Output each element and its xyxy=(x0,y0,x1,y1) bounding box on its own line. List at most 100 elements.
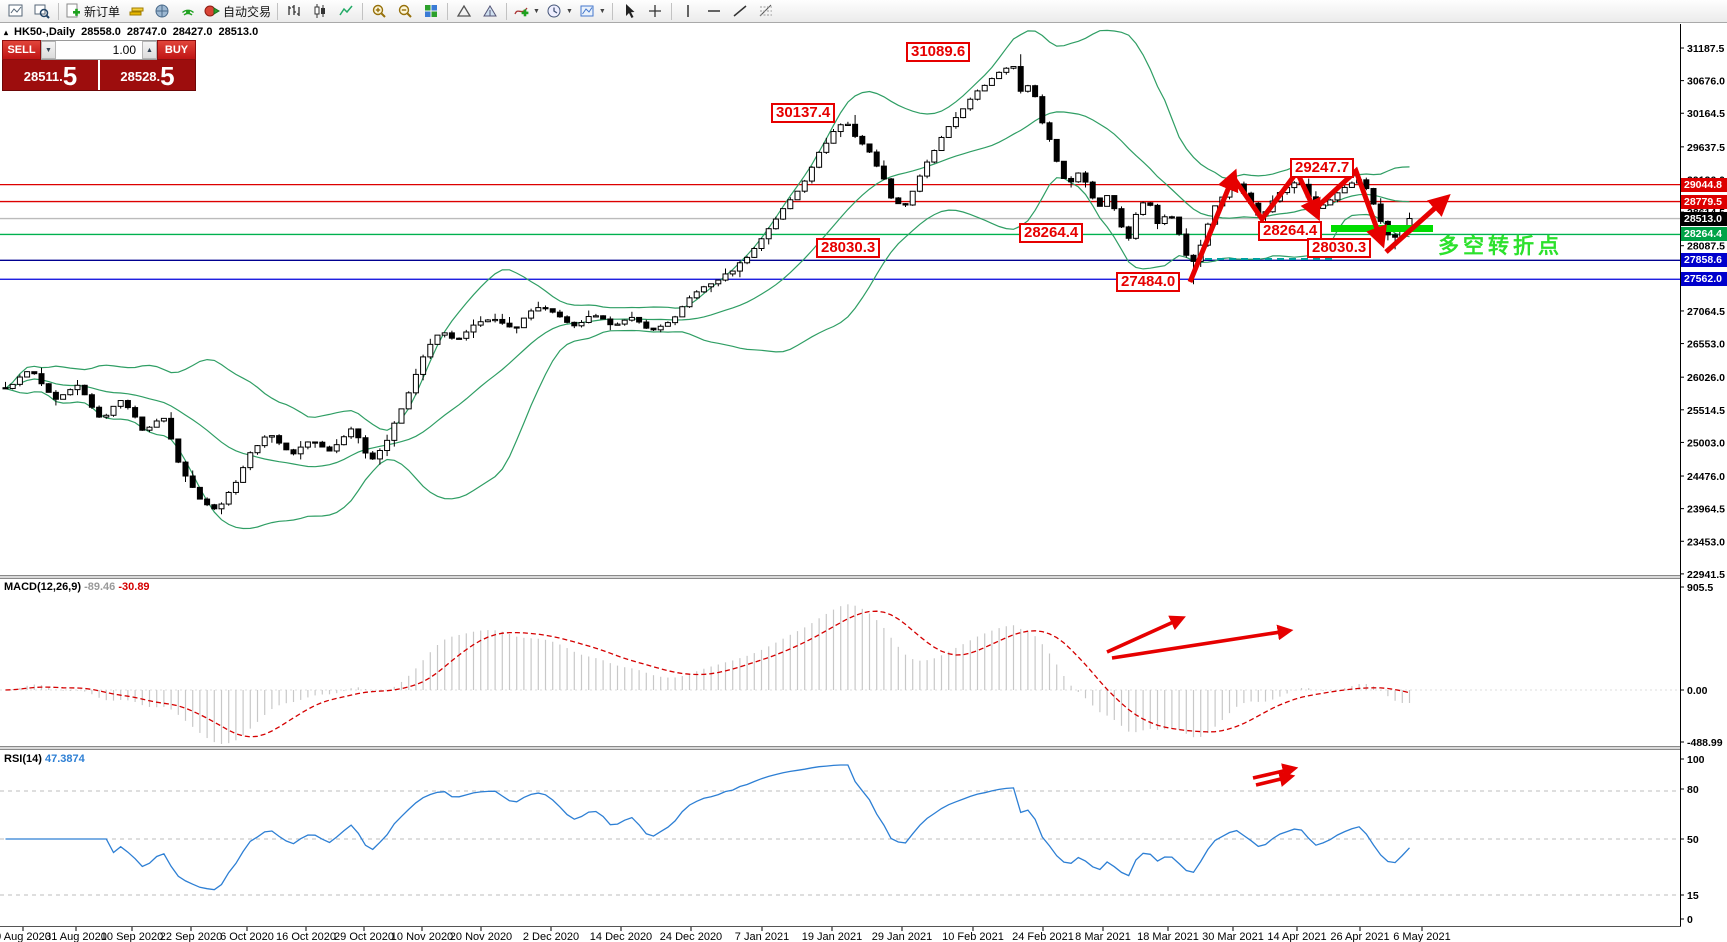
date-tick-label: 14 Dec 2020 xyxy=(590,931,652,942)
sell-price[interactable]: 28511. 5 xyxy=(3,60,100,90)
trend-zigzag-arrow xyxy=(1314,166,1387,249)
toolbar-separator xyxy=(611,2,613,20)
indicators-icon xyxy=(514,7,529,17)
navigator-button[interactable] xyxy=(451,0,477,22)
axis-tick-label: 31187.5 xyxy=(1687,43,1725,55)
date-tick-label: 19 Jan 2021 xyxy=(802,931,863,942)
history-center-button[interactable] xyxy=(123,0,149,22)
vline-button[interactable] xyxy=(675,0,701,22)
tile-windows-button[interactable] xyxy=(418,0,444,22)
axis-tick-label: 25003.0 xyxy=(1687,437,1725,449)
bar-chart-button[interactable] xyxy=(281,0,307,22)
indicator-arrow xyxy=(1252,763,1299,780)
fibonacci-button[interactable] xyxy=(753,0,779,22)
candlestick-chart-button[interactable] xyxy=(307,0,333,22)
data-window-button[interactable] xyxy=(29,0,55,22)
templates-button[interactable]: ▼ xyxy=(576,0,609,22)
tester-button[interactable] xyxy=(477,0,503,22)
volume-decrease-button[interactable]: ▼ xyxy=(41,41,56,59)
zoom-in-icon xyxy=(372,4,386,18)
dropdown-caret-icon: ▼ xyxy=(598,7,606,15)
zoom-out-button[interactable] xyxy=(392,0,418,22)
macd-label: MACD(12,26,9) -89.46 -30.89 xyxy=(4,581,150,593)
new-order-label: 新订单 xyxy=(84,4,121,19)
ohlc-low: 28427.0 xyxy=(172,26,213,38)
rsi-line xyxy=(5,764,1410,891)
indicator-arrow xyxy=(1106,615,1186,654)
volume-increase-button[interactable]: ▲ xyxy=(142,41,157,59)
tester-icon xyxy=(483,5,497,17)
fibonacci-icon xyxy=(759,4,772,17)
navigator-icon xyxy=(456,4,472,17)
price-annotation-label: 29247.7 xyxy=(1290,158,1355,178)
date-tick-label: 18 Mar 2021 xyxy=(1137,931,1199,942)
date-tick-label: 6 Oct 2020 xyxy=(220,931,274,942)
date-tick-label: 16 Oct 2020 xyxy=(276,931,336,942)
chart-symbol-period: HK50-,Daily xyxy=(14,26,76,38)
buy-price-main: 28528. xyxy=(120,69,161,84)
axis-tick-label: 26553.0 xyxy=(1687,339,1725,351)
candlesticks xyxy=(2,54,1413,515)
volume-input[interactable]: 1.00 xyxy=(112,43,136,57)
toolbar-separator xyxy=(670,2,672,20)
date-tick-label: 22 Sep 2020 xyxy=(160,931,222,942)
crosshair-button[interactable] xyxy=(642,0,668,22)
zoom-in-button[interactable] xyxy=(366,0,392,22)
bar-chart-icon xyxy=(288,5,300,16)
axis-tick-label: 50 xyxy=(1687,834,1699,846)
collapse-trade-panel-icon[interactable]: ▴ xyxy=(4,27,9,37)
axis-tick-label: 29637.5 xyxy=(1687,142,1725,154)
axis-tick-label: 80 xyxy=(1687,784,1699,796)
new-order-button[interactable]: 新订单 xyxy=(62,0,123,22)
axis-tick-label: 24476.0 xyxy=(1687,471,1725,483)
buy-price[interactable]: 28528. 5 xyxy=(100,60,195,90)
signals-button[interactable] xyxy=(175,0,201,22)
hline-button[interactable] xyxy=(701,0,727,22)
price-annotation-label: 28030.3 xyxy=(1307,238,1372,258)
date-tick-label: 7 Jan 2021 xyxy=(735,931,789,942)
cursor-button[interactable] xyxy=(616,0,642,22)
date-tick-label: 29 Oct 2020 xyxy=(334,931,394,942)
ohlc-open: 28558.0 xyxy=(81,26,121,38)
date-tick-label: 9 Aug 2020 xyxy=(0,931,51,942)
candlestick-chart-icon xyxy=(314,4,326,18)
trendline-button[interactable] xyxy=(727,0,753,22)
crosshair-icon xyxy=(648,5,661,17)
date-tick-label: 24 Dec 2020 xyxy=(660,931,722,942)
periods-button[interactable]: ▼ xyxy=(543,0,576,22)
axis-tick-label: 30164.5 xyxy=(1687,108,1725,120)
axis-tick-label: 25514.5 xyxy=(1687,405,1725,417)
chart-window-button[interactable] xyxy=(3,0,29,22)
toolbar-separator xyxy=(447,2,449,20)
price-annotation-label: 28264.4 xyxy=(1258,221,1323,241)
sell-button[interactable]: SELL xyxy=(2,40,41,60)
date-tick-label: 31 Aug 2020 xyxy=(45,931,107,942)
price-annotation-label: 27484.0 xyxy=(1116,272,1181,292)
bollinger-bands xyxy=(5,29,1410,530)
macd-main-value: -89.46 xyxy=(84,581,116,593)
line-chart-button[interactable] xyxy=(333,0,359,22)
macd-name: MACD(12,26,9) xyxy=(4,581,82,593)
autotrading-label: 自动交易 xyxy=(223,4,272,19)
toolbar-separator xyxy=(277,2,279,20)
price-level-tag: 28264.4 xyxy=(1681,227,1727,242)
buy-button[interactable]: BUY xyxy=(157,40,196,60)
ohlc-high: 28747.0 xyxy=(126,26,167,38)
dropdown-caret-icon: ▼ xyxy=(533,7,540,15)
axis-tick-label: 26026.0 xyxy=(1687,372,1725,384)
hline-icon xyxy=(707,10,720,12)
signals-icon xyxy=(182,9,194,16)
sell-price-big-digit: 5 xyxy=(62,61,78,91)
price-level-tag: 28779.5 xyxy=(1681,194,1727,209)
history-center-icon xyxy=(129,7,144,16)
autotrading-button[interactable]: 自动交易 xyxy=(201,0,274,22)
indicators-button[interactable]: ▼ xyxy=(510,0,543,22)
trend-zigzag-arrow xyxy=(1230,167,1321,224)
global-mail-button[interactable] xyxy=(149,0,175,22)
sell-price-main: 28511. xyxy=(23,69,63,84)
axis-tick-label: 27064.5 xyxy=(1687,306,1725,318)
cursor-icon xyxy=(625,4,635,18)
macd-signal-value: -30.89 xyxy=(118,581,150,593)
